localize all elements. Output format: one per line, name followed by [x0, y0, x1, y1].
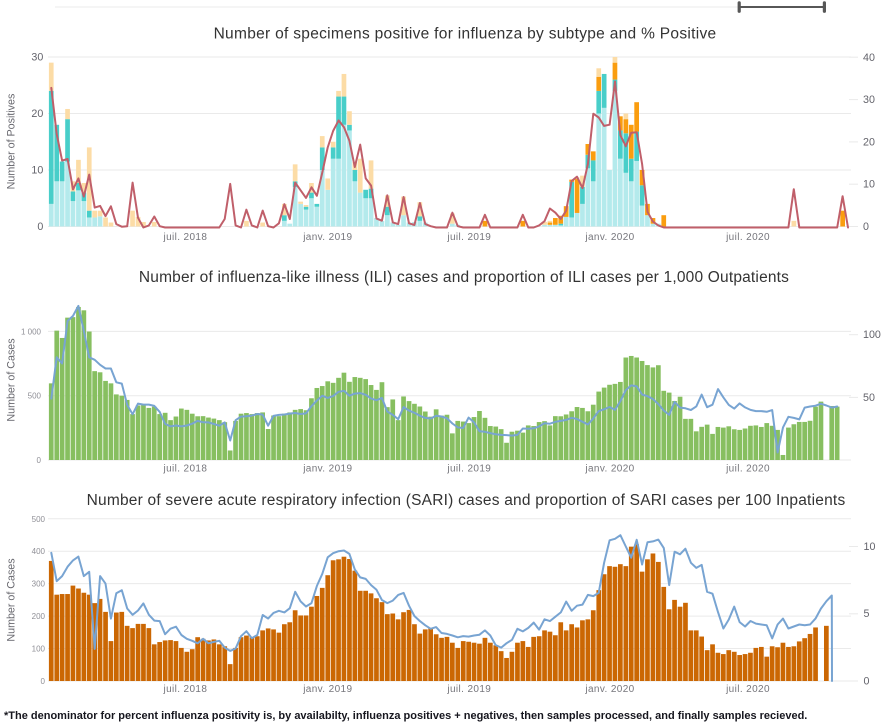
svg-text:500: 500	[28, 392, 42, 401]
svg-text:100: 100	[32, 645, 46, 654]
svg-text:juil. 2019: juil. 2019	[446, 464, 491, 475]
svg-text:janv. 2019: janv. 2019	[302, 232, 352, 243]
svg-text:30: 30	[863, 94, 875, 106]
svg-text:janv. 2020: janv. 2020	[584, 464, 634, 475]
svg-text:10: 10	[31, 165, 43, 177]
svg-text:juil. 2020: juil. 2020	[725, 232, 770, 243]
svg-text:juil. 2018: juil. 2018	[162, 684, 207, 695]
svg-text:40: 40	[863, 52, 875, 64]
svg-text:juil. 2018: juil. 2018	[162, 232, 207, 243]
svg-text:juil. 2020: juil. 2020	[725, 464, 770, 475]
svg-text:*The denominator for percent i: *The denominator for percent influenza p…	[4, 710, 807, 722]
svg-text:Number of Positives: Number of Positives	[6, 94, 18, 190]
svg-text:50: 50	[863, 392, 875, 404]
svg-text:0: 0	[863, 221, 869, 233]
svg-text:500: 500	[32, 515, 46, 524]
svg-text:0: 0	[37, 456, 42, 465]
svg-text:janv. 2019: janv. 2019	[302, 684, 352, 695]
svg-text:juil. 2019: juil. 2019	[446, 232, 491, 243]
svg-text:janv. 2020: janv. 2020	[584, 232, 634, 243]
svg-text:juil. 2020: juil. 2020	[725, 684, 770, 695]
svg-text:Number of influenza-like illne: Number of influenza-like illness (ILI) c…	[139, 269, 789, 286]
svg-text:janv. 2020: janv. 2020	[584, 684, 634, 695]
svg-text:juil. 2019: juil. 2019	[446, 684, 491, 695]
svg-text:juil. 2018: juil. 2018	[162, 464, 207, 475]
svg-text:0: 0	[41, 677, 46, 686]
svg-text:5: 5	[864, 608, 870, 620]
svg-text:400: 400	[32, 547, 46, 556]
svg-text:0: 0	[37, 221, 43, 233]
svg-text:20: 20	[863, 136, 875, 148]
svg-text:30: 30	[31, 52, 43, 64]
svg-text:Number of severe acute respira: Number of severe acute respiratory infec…	[87, 492, 846, 509]
svg-text:Number of specimens positive f: Number of specimens positive for influen…	[214, 26, 717, 43]
svg-text:20: 20	[31, 108, 43, 120]
svg-text:Number of Cases: Number of Cases	[6, 558, 18, 641]
svg-text:200: 200	[32, 612, 46, 621]
svg-text:1 000: 1 000	[21, 327, 42, 336]
svg-text:10: 10	[864, 541, 876, 553]
svg-text:300: 300	[32, 580, 46, 589]
svg-text:0: 0	[864, 676, 870, 688]
svg-text:100: 100	[863, 329, 881, 341]
svg-text:Number of Cases: Number of Cases	[6, 338, 18, 421]
svg-text:janv. 2019: janv. 2019	[302, 464, 352, 475]
svg-text:10: 10	[863, 179, 875, 191]
